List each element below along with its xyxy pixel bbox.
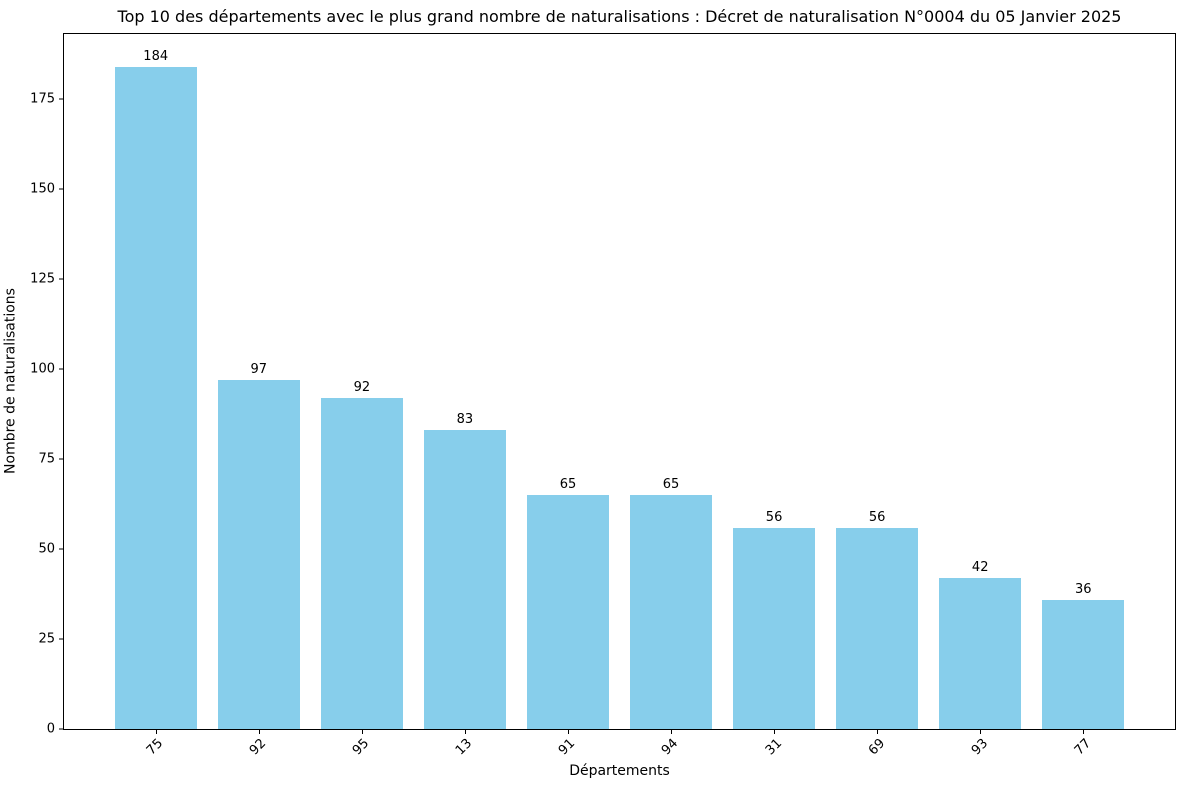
bar xyxy=(629,495,713,729)
x-tick-mark xyxy=(980,729,982,734)
bar-value-label: 97 xyxy=(250,362,268,378)
y-tick-label: 50 xyxy=(38,541,55,557)
y-axis-label: Nombre de naturalisations xyxy=(2,288,19,474)
bar xyxy=(526,495,610,729)
x-tick-label: 93 xyxy=(968,736,991,759)
y-tick-mark xyxy=(59,278,64,280)
y-tick-mark xyxy=(59,188,64,190)
x-tick-mark xyxy=(774,729,776,734)
y-tick-mark xyxy=(59,548,64,550)
y-tick-mark xyxy=(59,98,64,100)
y-tick-label: 125 xyxy=(30,271,55,287)
bar xyxy=(423,430,507,729)
y-tick-mark xyxy=(59,638,64,640)
bar-value-label: 184 xyxy=(143,49,169,65)
bar-value-label: 56 xyxy=(868,509,886,525)
bar xyxy=(1042,599,1125,729)
bar xyxy=(217,380,300,729)
x-tick-mark xyxy=(361,729,363,734)
bar-value-label: 83 xyxy=(456,412,474,428)
x-tick-mark xyxy=(877,729,879,734)
y-tick-label: 75 xyxy=(38,451,55,467)
bar xyxy=(320,398,404,729)
bar xyxy=(732,527,816,729)
y-tick-mark xyxy=(59,458,64,460)
bar-value-label: 65 xyxy=(559,477,577,493)
x-tick-label: 69 xyxy=(865,736,888,759)
bar xyxy=(114,67,197,729)
y-tick-mark xyxy=(59,728,64,730)
x-tick-label: 95 xyxy=(350,736,373,759)
chart-title: Top 10 des départements avec le plus gra… xyxy=(117,7,1122,26)
x-tick-mark xyxy=(1083,729,1085,734)
x-tick-mark xyxy=(567,729,569,734)
bar xyxy=(835,527,919,729)
y-tick-mark xyxy=(59,368,64,370)
y-tick-label: 150 xyxy=(30,181,55,197)
x-tick-label: 13 xyxy=(453,736,476,759)
x-tick-label: 77 xyxy=(1071,736,1094,759)
plot-area: 0 25 50 75 100 125 150 175 184 75 97 92 92 95 83 13 65 91… xyxy=(30,33,1176,758)
bar-value-label: 56 xyxy=(765,509,783,525)
x-tick-label: 75 xyxy=(144,736,167,759)
x-tick-mark xyxy=(155,729,157,734)
y-tick-label: 25 xyxy=(38,631,55,647)
y-tick-label: 100 xyxy=(30,361,55,377)
x-axis-label: Départements xyxy=(569,763,670,779)
x-tick-mark xyxy=(464,729,466,734)
y-tick-label: 175 xyxy=(30,91,55,107)
bar xyxy=(938,577,1022,729)
x-tick-label: 92 xyxy=(247,736,270,759)
x-tick-label: 31 xyxy=(762,736,785,759)
bar-value-label: 92 xyxy=(353,380,371,396)
bar-value-label: 42 xyxy=(971,559,989,575)
y-tick-label: 0 xyxy=(46,721,55,737)
x-tick-mark xyxy=(671,729,673,734)
x-tick-mark xyxy=(258,729,260,734)
x-tick-label: 91 xyxy=(556,736,579,759)
x-tick-label: 94 xyxy=(659,736,682,759)
bar-value-label: 36 xyxy=(1074,581,1092,597)
bar-value-label: 65 xyxy=(662,477,680,493)
